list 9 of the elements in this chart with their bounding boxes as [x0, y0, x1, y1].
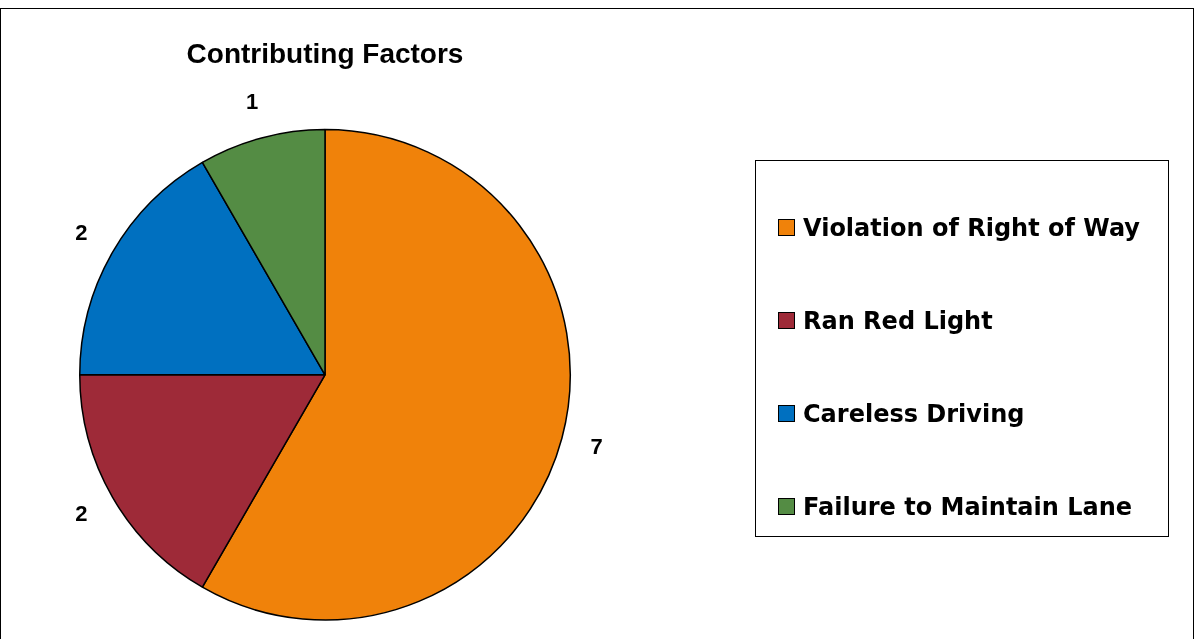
legend-label: Ran Red Light	[803, 306, 993, 335]
legend-label: Careless Driving	[803, 399, 1025, 428]
legend-label: Failure to Maintain Lane	[803, 492, 1133, 521]
legend-label: Violation of Right of Way	[803, 213, 1141, 242]
data-label: 2	[75, 501, 88, 527]
data-label: 2	[75, 220, 88, 246]
data-label: 7	[590, 433, 603, 459]
chart-title: Contributing Factors	[186, 37, 464, 69]
data-label: 1	[246, 89, 259, 115]
